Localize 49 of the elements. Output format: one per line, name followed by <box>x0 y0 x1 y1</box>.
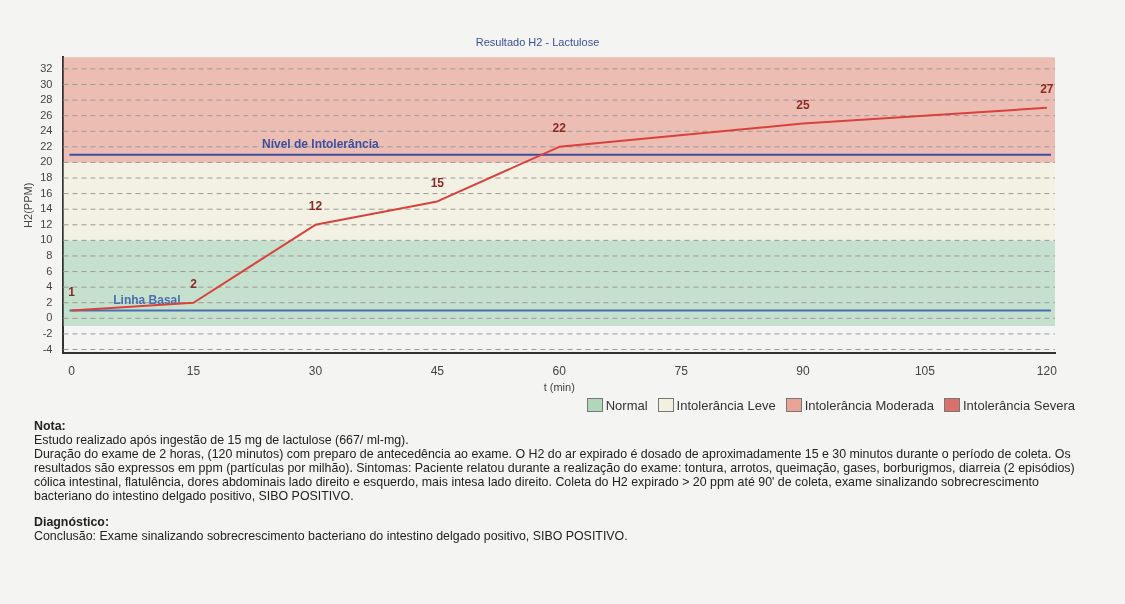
y-tick-label: 32 <box>40 61 53 74</box>
y-tick-label: 22 <box>40 139 53 152</box>
text: Estudo realizado após ingestão de 15 mg de lactulose (667/ ml-mg). <box>34 433 410 447</box>
ref-line-label: Nível de Intolerância <box>262 136 380 151</box>
y-tick-label: -4 <box>42 342 53 355</box>
x-tick-label: 105 <box>914 363 936 378</box>
text: Intolerância Severa <box>962 397 1075 413</box>
y-tick-label: 26 <box>40 108 53 121</box>
data-label: 22 <box>552 121 567 136</box>
legend-label: Intolerância Leve <box>675 397 776 413</box>
x-tick-label: 60 <box>552 363 567 378</box>
x-tick-label: 75 <box>674 363 689 378</box>
y-tick-label: 2 <box>46 295 53 308</box>
text: Conclusão: Exame sinalizando sobrecrescimento bacteriano do intestino delgado positivo, SIBO POSITIVO. <box>34 529 629 543</box>
legend-label: Intolerância Moderada <box>803 397 934 413</box>
ref-line-label: Linha Basal <box>113 292 181 307</box>
data-label: 25 <box>796 97 811 112</box>
legend-label: Normal <box>604 397 648 413</box>
x-tick-label: 30 <box>308 363 323 378</box>
x-tick-label: 0 <box>68 363 76 378</box>
data-label: 12 <box>308 199 323 214</box>
y-tick-label: 12 <box>40 217 53 230</box>
y-tick-label: 20 <box>40 155 53 168</box>
x-tick-label: 45 <box>430 363 445 378</box>
y-tick-label: 10 <box>40 233 53 246</box>
y-tick-label: 4 <box>46 280 53 293</box>
text: Diagnóstico: <box>34 515 111 529</box>
x-tick-label: 90 <box>796 363 811 378</box>
y-tick-label: -2 <box>42 326 53 339</box>
chart-title: Resultado H2 - Lactulose <box>475 35 600 48</box>
data-label: 27 <box>1040 82 1054 97</box>
y-tick-label: 18 <box>40 171 53 184</box>
data-label: 2 <box>190 277 198 292</box>
data-label: 1 <box>68 284 76 299</box>
y-tick-label: 28 <box>40 93 53 106</box>
y-axis-title: H2(PPM) <box>21 182 34 228</box>
y-tick-label: 0 <box>46 311 53 324</box>
x-tick-label: 120 <box>1036 363 1058 378</box>
y-tick-label: 14 <box>40 202 53 215</box>
y-tick-label: 16 <box>40 186 53 199</box>
y-tick-label: 24 <box>40 124 53 137</box>
data-label: 15 <box>430 175 445 190</box>
text: Duração do exame de 2 horas, (120 minutos) com preparo de antecedência ao exame. O H2 do ar expirado é dosado de aproximadamente 15 e 30 minutos durante o período de coleta. Os resultados são expressos em ppm (partículas por milhão). Sintomas: Paciente relatou durante a realização do exame: tontura, arrotos, queimação, gases, borburigmos, diarreia (2 episódios) cólica intestinal, flatulência, dores abdominais lado direito e esquerdo, mais intesa lado direito. Coleta do H2 expirado > 20 ppm até 90' de coleta, exame sinalizando sobrecrescimento bacteriano do intestino delgado positivo, SIBO POSITIVO. <box>34 447 1076 503</box>
x-axis-title: t (min) <box>543 381 575 394</box>
y-tick-label: 6 <box>46 264 53 277</box>
x-tick-label: 15 <box>186 363 201 378</box>
y-tick-label: 8 <box>46 249 53 261</box>
y-tick-label: 30 <box>40 77 53 90</box>
text: Nota: <box>34 419 67 433</box>
